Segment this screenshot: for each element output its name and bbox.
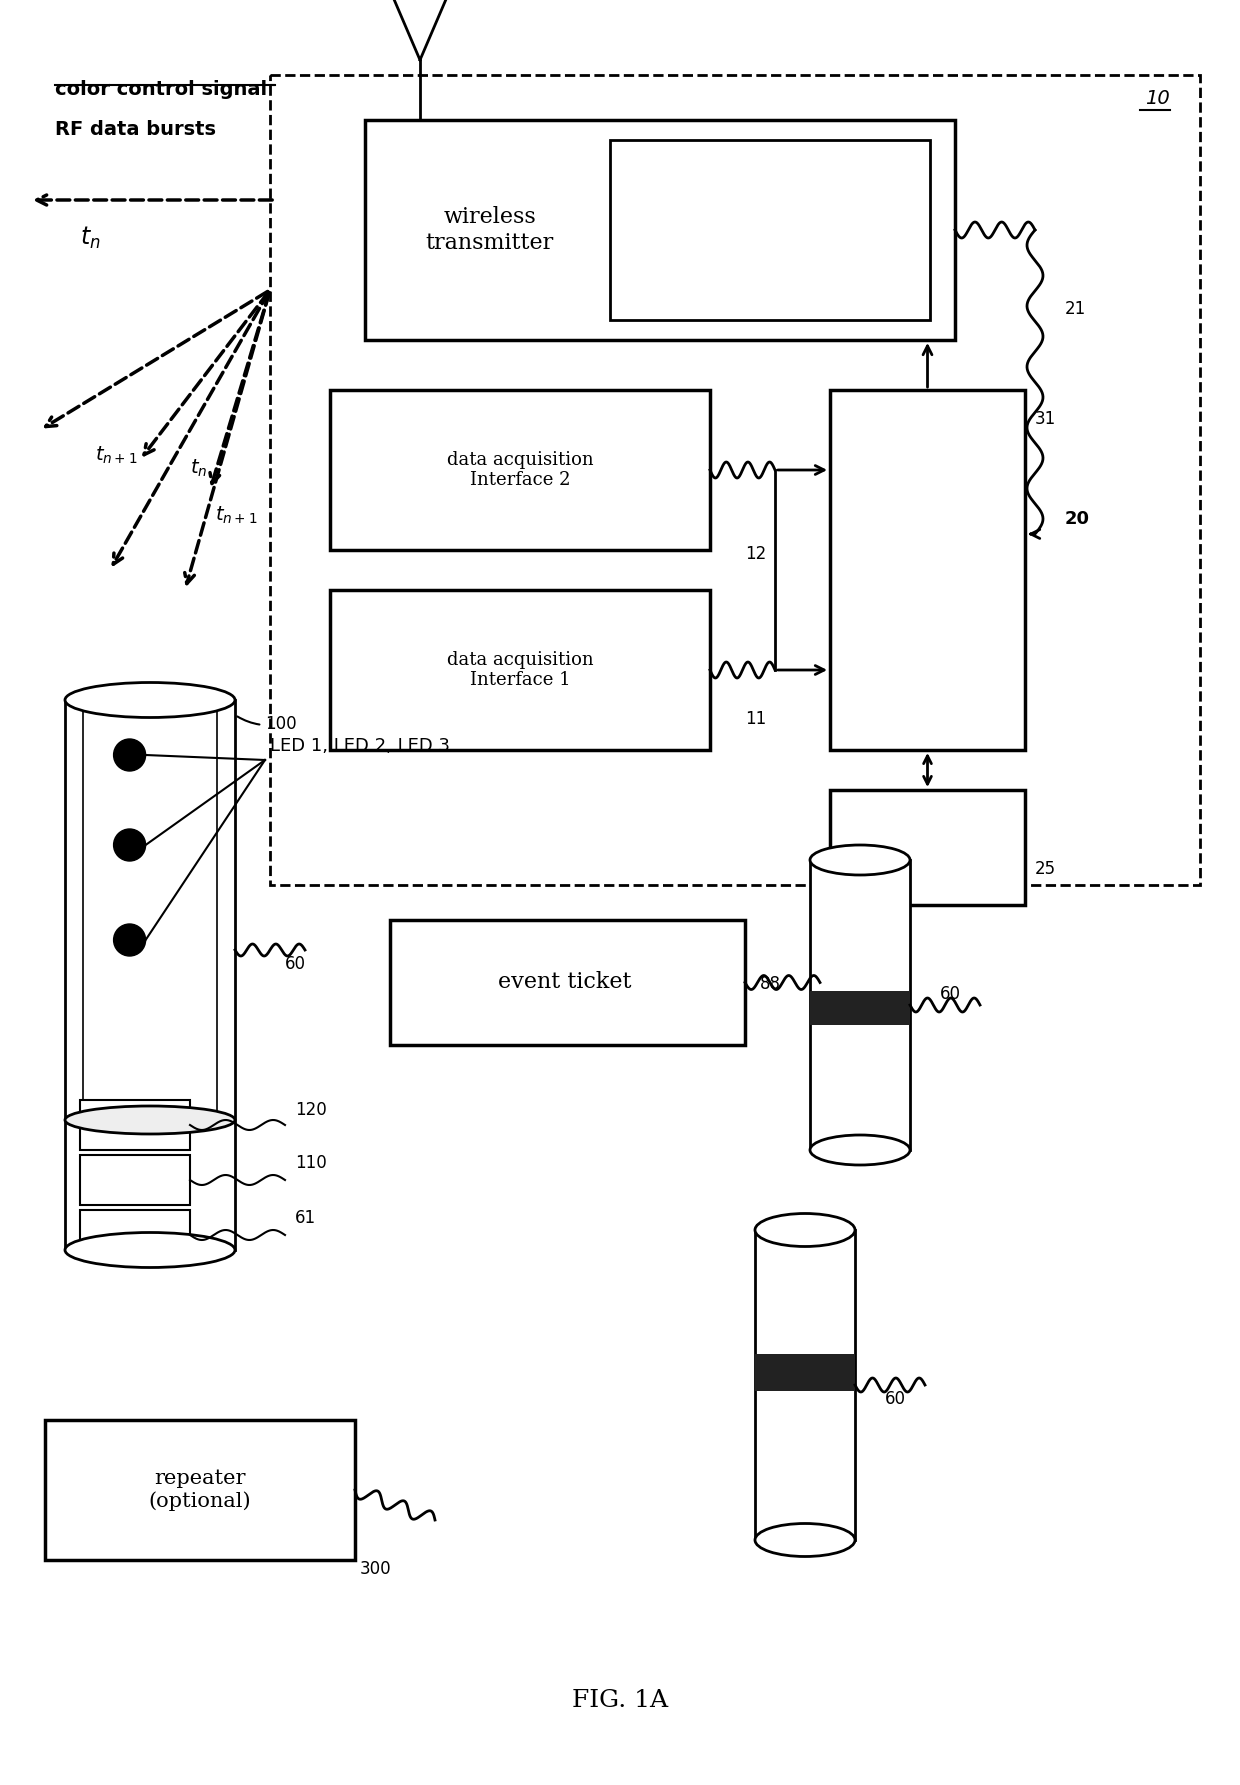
Text: FIG. 1A: FIG. 1A — [572, 1689, 668, 1712]
Text: wireless
transmitter: wireless transmitter — [425, 207, 554, 253]
Text: data acquisition
Interface 1: data acquisition Interface 1 — [446, 650, 593, 689]
Text: $t_n$: $t_n$ — [81, 225, 100, 252]
Bar — [610, 139, 930, 320]
Bar — [81, 1210, 190, 1260]
Text: 10: 10 — [1146, 89, 1171, 109]
Text: repeater
(optional): repeater (optional) — [149, 1469, 252, 1510]
Bar — [810, 860, 910, 1150]
Text: 60: 60 — [885, 1391, 906, 1408]
Ellipse shape — [810, 1135, 910, 1166]
Text: 20: 20 — [1065, 511, 1090, 528]
Ellipse shape — [64, 682, 236, 718]
Text: 21: 21 — [1065, 300, 1086, 318]
Text: 60: 60 — [285, 955, 306, 973]
Bar — [81, 1100, 190, 1150]
Bar — [64, 700, 236, 1250]
Ellipse shape — [64, 1107, 236, 1133]
Text: data acquisition
Interface 2: data acquisition Interface 2 — [446, 450, 593, 489]
Text: $t_n$: $t_n$ — [190, 459, 207, 480]
Text: 31: 31 — [1035, 411, 1056, 428]
Text: 61: 61 — [295, 1208, 316, 1226]
Bar — [365, 120, 955, 339]
Text: $t_{n+1}$: $t_{n+1}$ — [215, 505, 258, 527]
Ellipse shape — [810, 844, 910, 875]
Text: 88: 88 — [760, 975, 781, 992]
Text: 110: 110 — [295, 1153, 327, 1173]
Circle shape — [114, 828, 145, 860]
Bar — [330, 591, 711, 750]
Circle shape — [114, 925, 145, 957]
Text: 120: 120 — [295, 1101, 327, 1119]
Text: color control signal: color control signal — [55, 80, 267, 98]
Text: $t_{n+1}$: $t_{n+1}$ — [95, 444, 138, 466]
Ellipse shape — [755, 1524, 856, 1557]
Bar — [830, 791, 1025, 905]
Circle shape — [114, 739, 145, 771]
Text: 11: 11 — [745, 710, 766, 728]
Text: LED 1, LED 2, LED 3: LED 1, LED 2, LED 3 — [270, 737, 450, 755]
Text: 12: 12 — [745, 544, 766, 562]
Bar — [330, 389, 711, 550]
Bar — [270, 75, 1200, 885]
Text: event ticket: event ticket — [498, 971, 631, 992]
Bar — [810, 991, 910, 1025]
Bar — [830, 389, 1025, 750]
Text: RF data bursts: RF data bursts — [55, 120, 216, 139]
Text: 60: 60 — [940, 985, 961, 1003]
Ellipse shape — [755, 1214, 856, 1246]
Bar — [391, 919, 745, 1044]
Ellipse shape — [64, 1232, 236, 1267]
Bar — [81, 1155, 190, 1205]
Bar — [755, 1355, 856, 1391]
Bar — [45, 1421, 355, 1560]
Text: 25: 25 — [1035, 860, 1056, 878]
Text: 300: 300 — [360, 1560, 392, 1578]
Text: 100: 100 — [237, 716, 296, 734]
Bar — [755, 1230, 856, 1540]
